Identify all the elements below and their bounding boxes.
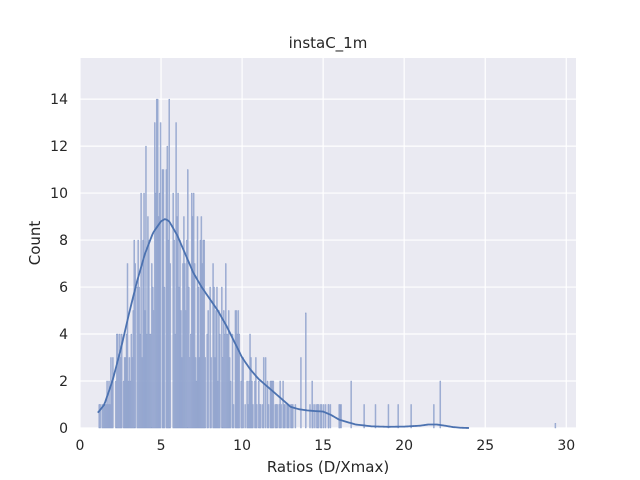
y-tick-label: 6 xyxy=(59,280,68,296)
axis-tick-labels: 0 5 10 15 20 25 30 0 2 4 6 8 10 12 14 xyxy=(50,92,575,454)
histogram-bar xyxy=(99,404,101,429)
y-axis-label: Count xyxy=(26,221,44,266)
histogram-bar xyxy=(318,404,320,429)
kde-curve-line xyxy=(97,218,470,429)
histogram-bar xyxy=(264,357,267,429)
histogram-bar xyxy=(140,192,142,429)
histogram-bar xyxy=(145,145,147,429)
x-tick-label: 20 xyxy=(395,438,413,454)
histogram-bar xyxy=(267,404,270,429)
histogram-bar xyxy=(252,404,254,429)
histogram-bar xyxy=(203,239,206,429)
histogram-bar xyxy=(374,404,377,429)
histogram-bar xyxy=(219,333,221,429)
histogram-bar xyxy=(262,357,265,429)
histogram-bar xyxy=(339,404,341,429)
histogram-bar xyxy=(300,357,302,429)
histogram-bar xyxy=(340,404,342,429)
histogram-bar xyxy=(272,380,275,429)
y-tick-label: 4 xyxy=(59,327,68,343)
histogram-bar xyxy=(320,404,323,429)
y-tick-label: 2 xyxy=(59,374,68,390)
histogram-bar xyxy=(410,404,412,429)
histogram-bar xyxy=(280,404,282,429)
x-tick-label: 5 xyxy=(157,438,166,454)
chart-title: instaC_1m xyxy=(289,34,368,53)
histogram-bar xyxy=(284,404,286,429)
histogram-bar xyxy=(322,404,325,429)
histogram-bar xyxy=(288,404,290,429)
histogram-bar xyxy=(256,404,258,429)
histogram-bar xyxy=(350,380,352,429)
histogram-bar xyxy=(329,404,332,429)
histogram-bar xyxy=(193,263,196,429)
x-tick-label: 25 xyxy=(476,438,494,454)
histogram-bar xyxy=(327,404,330,429)
histogram-bar xyxy=(244,404,246,429)
histogram-bar xyxy=(260,404,262,429)
histogram-bar xyxy=(433,404,435,429)
histogram-bar xyxy=(294,404,297,429)
histogram-bars xyxy=(98,98,557,429)
histogram-bar xyxy=(276,404,278,429)
histogram-bar xyxy=(363,404,365,429)
y-tick-label: 10 xyxy=(50,186,68,202)
histogram-bar xyxy=(210,357,212,429)
histogram-bar xyxy=(292,404,294,429)
y-tick-label: 14 xyxy=(50,92,68,108)
x-tick-label: 15 xyxy=(314,438,332,454)
histogram-bar xyxy=(397,404,399,429)
histogram-bar xyxy=(120,333,123,429)
histogram-bar xyxy=(311,380,313,429)
x-tick-label: 30 xyxy=(557,438,575,454)
histogram-bar xyxy=(314,404,316,429)
histogram-bar xyxy=(238,333,241,429)
histogram-bar xyxy=(305,312,307,429)
histogram-bar xyxy=(554,423,557,429)
x-tick-label: 0 xyxy=(76,438,85,454)
histogram-bar xyxy=(309,404,311,429)
histogram-bar xyxy=(439,380,442,429)
histogram-bar xyxy=(324,404,327,429)
histogram-bar xyxy=(387,404,390,429)
histogram-bar xyxy=(163,286,166,429)
histogram-bar xyxy=(204,357,206,429)
histogram-bar xyxy=(216,286,218,429)
histogram-bar xyxy=(159,122,162,429)
y-tick-label: 12 xyxy=(50,139,68,155)
histogram-bar xyxy=(231,333,234,429)
histogram-bar xyxy=(134,263,136,429)
y-tick-label: 8 xyxy=(59,233,68,249)
x-axis-label: Ratios (D/Xmax) xyxy=(267,458,389,476)
histogram-bar xyxy=(169,263,171,429)
histogram-bar xyxy=(242,357,244,429)
histogram-bar xyxy=(112,357,114,429)
histogram-bar xyxy=(126,263,129,429)
histogram-bar xyxy=(229,380,232,429)
histogram-bar xyxy=(232,404,235,429)
histogram-bar xyxy=(207,310,209,429)
x-tick-label: 10 xyxy=(233,438,251,454)
y-tick-label: 0 xyxy=(59,421,68,437)
histogram-bar xyxy=(255,357,257,429)
